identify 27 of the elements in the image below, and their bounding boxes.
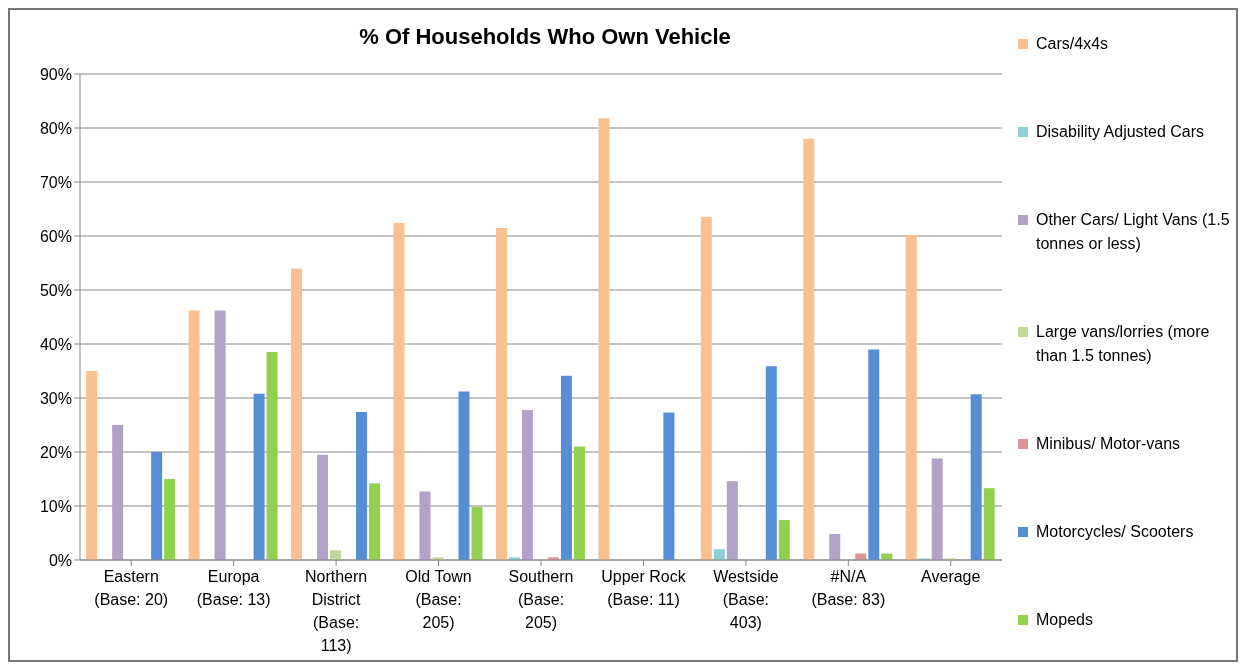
x-tick-label: Westside (Base: 403) bbox=[713, 568, 779, 631]
x-tick-label: Europa (Base: 13) bbox=[196, 568, 271, 608]
x-tick-label: #N/A (Base: 83) bbox=[811, 568, 886, 608]
y-tick-label: 0% bbox=[48, 551, 72, 569]
x-tick-label: Upper Rock (Base: 11) bbox=[601, 568, 687, 608]
y-tick-label: 30% bbox=[39, 389, 72, 407]
legend-label: Large vans/lorries (more than 1.5 tonnes) bbox=[1036, 322, 1211, 366]
legend-label: Cars/4x4s bbox=[1036, 34, 1109, 54]
y-tick-label: 40% bbox=[39, 335, 72, 353]
y-tick-label: 10% bbox=[39, 497, 72, 515]
x-tick-label: Southern (Base: 205) bbox=[508, 568, 574, 631]
legend-label: Motorcycles/ Scooters bbox=[1036, 522, 1194, 542]
x-tick-label: Northern District (Base: 113) bbox=[304, 568, 368, 654]
chart-title: % Of Households Who Own Vehicle bbox=[358, 24, 732, 50]
legend-label: Other Cars/ Light Vans (1.5 tonnes or less) bbox=[1036, 210, 1231, 254]
y-tick-label: 60% bbox=[39, 227, 72, 245]
legend-label: Disability Adjusted Cars bbox=[1036, 122, 1205, 142]
x-tick-label: Average bbox=[921, 568, 981, 585]
legend-label: Minibus/ Motor-vans bbox=[1036, 434, 1181, 454]
y-tick-label: 80% bbox=[39, 119, 72, 137]
y-tick-label: 50% bbox=[39, 281, 72, 299]
y-tick-label: 70% bbox=[39, 173, 72, 191]
legend-label: Mopeds bbox=[1036, 610, 1093, 630]
y-tick-label: 20% bbox=[39, 443, 72, 461]
x-tick-label: Old Town (Base: 205) bbox=[405, 568, 472, 631]
x-tick-label: Eastern (Base: 20) bbox=[94, 568, 169, 608]
y-tick-label: 90% bbox=[39, 65, 72, 83]
